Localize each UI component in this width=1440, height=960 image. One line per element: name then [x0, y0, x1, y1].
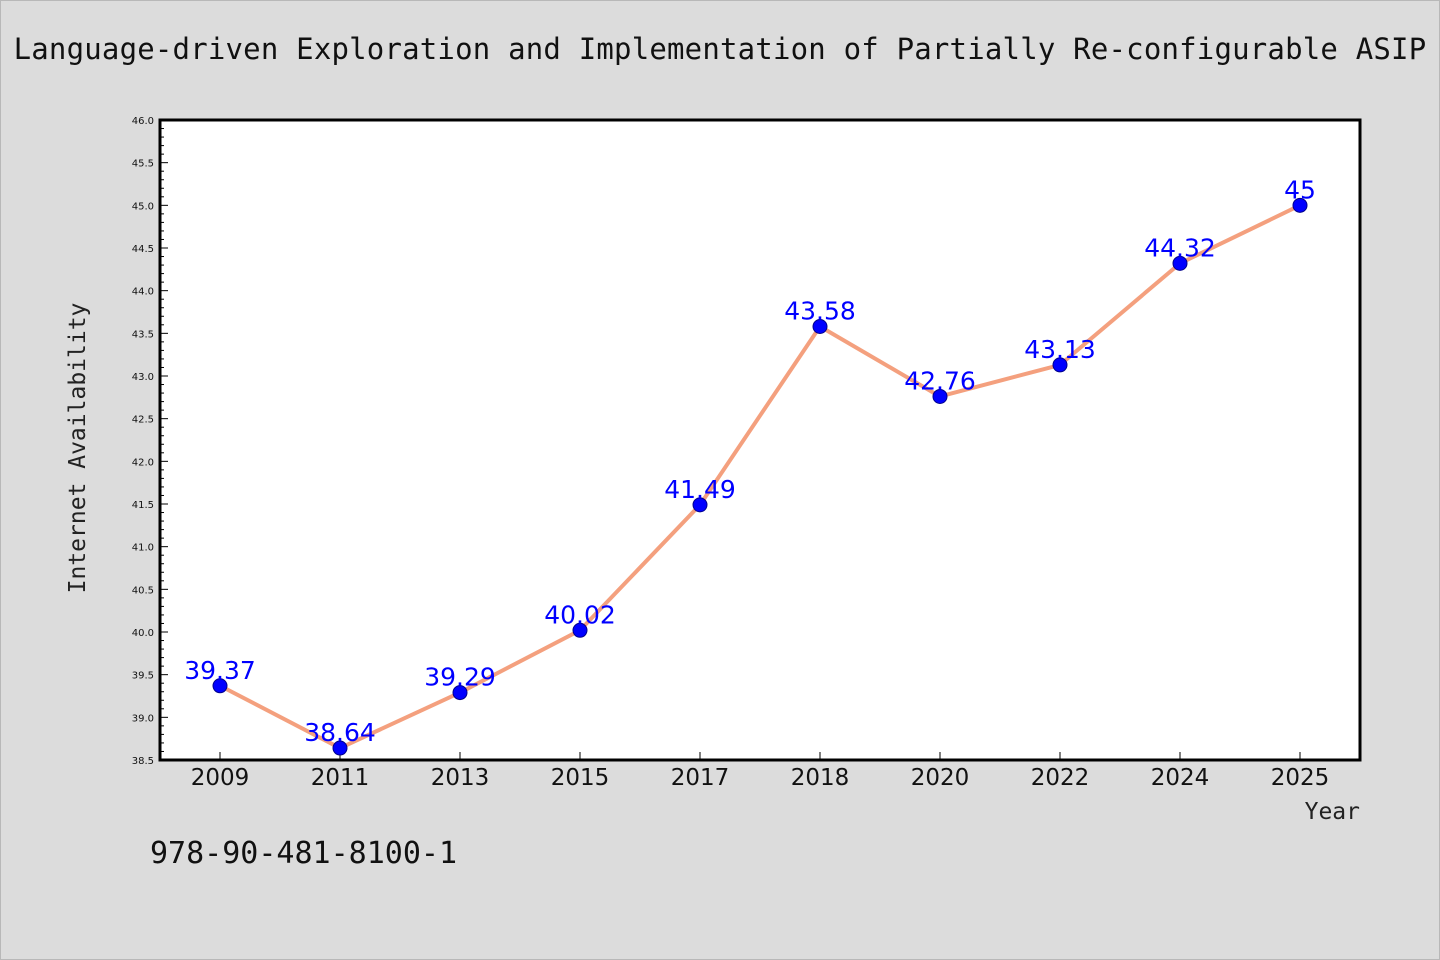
- y-tick-label: 44.5: [132, 244, 154, 255]
- data-point: [572, 622, 588, 638]
- series-internet-availability: [212, 197, 1308, 756]
- data-point: [932, 388, 948, 404]
- x-axis: 2009 2011 2013 2015 2017 2018 2020 2022 2024 2025: [191, 752, 1330, 791]
- data-label: 44.32: [1144, 233, 1216, 262]
- y-tick-label: 44.0: [132, 287, 154, 298]
- x-tick-label: 2011: [311, 765, 370, 791]
- data-label: 40.02: [544, 600, 616, 629]
- data-label: 45: [1284, 175, 1316, 204]
- data-point: [812, 319, 828, 335]
- y-axis-label: Internet Availability: [65, 303, 91, 594]
- data-point: [452, 685, 468, 701]
- y-tick-label: 43.0: [132, 372, 154, 383]
- y-tick-label: 42.0: [132, 457, 154, 468]
- y-tick-label: 41.5: [132, 500, 154, 511]
- data-labels: 39.37 38.64 39.29 40.02 41.49 43.58 42.76 43.13…: [184, 175, 1316, 747]
- y-tick-label: 42.5: [132, 415, 154, 426]
- x-tick-label: 2022: [1031, 765, 1090, 791]
- data-label: 43.13: [1024, 335, 1096, 364]
- data-point: [1292, 197, 1308, 213]
- plot-area: [158, 118, 1362, 762]
- y-tick-label: 39.5: [132, 671, 154, 682]
- data-label: 43.58: [784, 297, 856, 326]
- x-tick-label: 2013: [431, 765, 490, 791]
- y-tick-label: 38.5: [132, 756, 154, 767]
- data-point: [212, 678, 228, 694]
- y-tick-label: 39.0: [132, 713, 154, 724]
- data-point: [692, 497, 708, 513]
- y-tick-label: 45.0: [132, 201, 154, 212]
- x-tick-label: 2024: [1151, 765, 1210, 791]
- x-tick-label: 2020: [911, 765, 970, 791]
- data-label: 41.49: [664, 475, 736, 504]
- data-label: 39.37: [184, 656, 256, 685]
- data-label: 39.29: [424, 663, 496, 692]
- y-tick-label: 40.0: [132, 628, 154, 639]
- isbn-text: 978-90-481-8100-1: [150, 836, 458, 871]
- chart-title: Language-driven Exploration and Implemen…: [13, 32, 1427, 66]
- y-tick-label: 43.5: [132, 329, 154, 340]
- y-tick-label: 41.0: [132, 543, 154, 554]
- data-point: [1052, 357, 1068, 373]
- x-tick-label: 2025: [1271, 765, 1330, 791]
- y-tick-label: 40.5: [132, 585, 154, 596]
- x-tick-label: 2017: [671, 765, 730, 791]
- x-tick-label: 2015: [551, 765, 610, 791]
- data-point: [332, 740, 348, 756]
- data-point: [1172, 255, 1188, 271]
- y-tick-label: 45.5: [132, 159, 154, 170]
- x-tick-label: 2009: [191, 765, 250, 791]
- y-tick-label: 46.0: [132, 116, 154, 127]
- y-axis: 38.5 39.0 39.5 40.0 40.5 41.0 41.5 42.0 42.5 43.0…: [132, 116, 168, 767]
- data-label: 42.76: [904, 366, 976, 395]
- data-label: 38.64: [304, 718, 376, 747]
- x-axis-label: Year: [1305, 799, 1360, 825]
- series-line: [219, 203, 1301, 751]
- x-tick-label: 2018: [791, 765, 850, 791]
